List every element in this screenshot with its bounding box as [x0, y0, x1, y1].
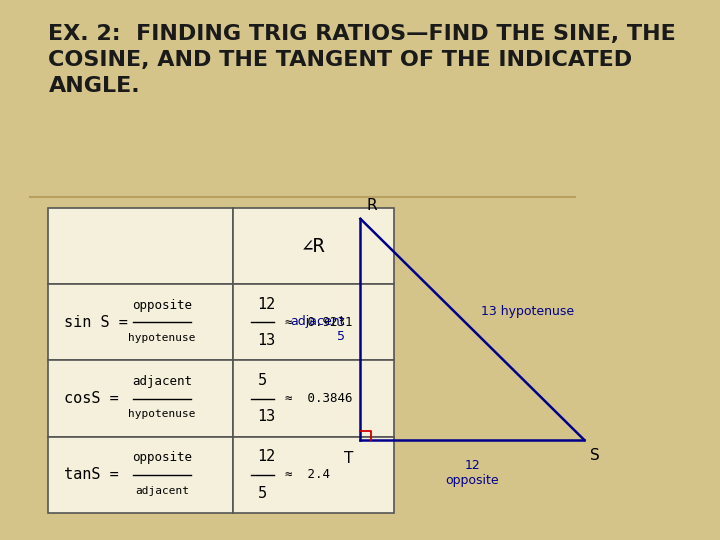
Text: S: S	[590, 448, 600, 463]
Text: hypotenuse: hypotenuse	[128, 333, 196, 343]
Text: sin S =: sin S =	[63, 315, 127, 330]
Text: tanS =: tanS =	[63, 467, 118, 482]
FancyBboxPatch shape	[233, 361, 394, 437]
Text: 13: 13	[257, 333, 276, 348]
FancyBboxPatch shape	[48, 437, 233, 513]
Text: adjacent: adjacent	[132, 375, 192, 388]
Text: ≈  0.3846: ≈ 0.3846	[285, 392, 353, 405]
Text: 12: 12	[257, 449, 276, 464]
Text: opposite: opposite	[132, 299, 192, 312]
Text: hypotenuse: hypotenuse	[128, 409, 196, 419]
Text: R: R	[366, 198, 377, 213]
Text: 13 hypotenuse: 13 hypotenuse	[482, 305, 575, 318]
FancyBboxPatch shape	[48, 284, 233, 361]
FancyBboxPatch shape	[233, 208, 394, 284]
FancyBboxPatch shape	[233, 437, 394, 513]
Text: T: T	[343, 451, 353, 466]
Text: 12
opposite: 12 opposite	[446, 459, 499, 487]
Text: 5: 5	[257, 485, 266, 501]
Text: 5: 5	[257, 373, 266, 388]
Text: cosS =: cosS =	[63, 391, 118, 406]
FancyBboxPatch shape	[233, 284, 394, 361]
FancyBboxPatch shape	[48, 208, 233, 284]
Text: adjacent
5: adjacent 5	[291, 315, 345, 343]
Text: EX. 2:  FINDING TRIG RATIOS—FIND THE SINE, THE
COSINE, AND THE TANGENT OF THE IN: EX. 2: FINDING TRIG RATIOS—FIND THE SINE…	[48, 24, 676, 96]
Text: ≈  0.9231: ≈ 0.9231	[285, 316, 353, 329]
Text: 13: 13	[257, 409, 276, 424]
Text: ≈  2.4: ≈ 2.4	[285, 468, 330, 481]
Text: ∠R: ∠R	[302, 237, 325, 255]
Text: 12: 12	[257, 296, 276, 312]
FancyBboxPatch shape	[48, 361, 233, 437]
Text: opposite: opposite	[132, 451, 192, 464]
Text: adjacent: adjacent	[135, 485, 189, 496]
